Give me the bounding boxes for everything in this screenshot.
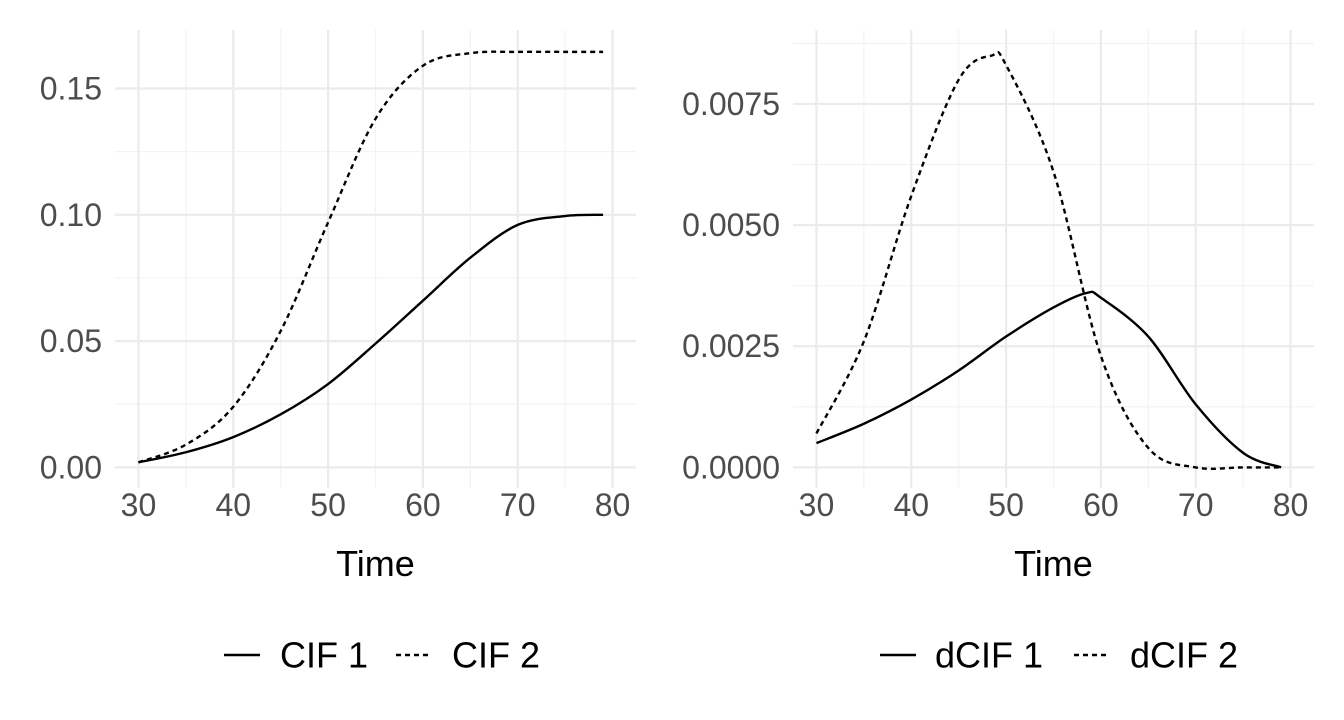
y-tick-label: 0.05 xyxy=(40,323,102,359)
y-tick-label: 0.0075 xyxy=(682,86,780,122)
gridlines xyxy=(115,30,636,488)
y-tick-labels: 0.0000 0.0025 0.0050 0.0075 xyxy=(682,86,780,485)
x-tick-label: 50 xyxy=(310,487,346,523)
x-tick-label: 70 xyxy=(500,487,536,523)
y-tick-labels: 0.00 0.05 0.10 0.15 xyxy=(40,70,102,485)
y-tick-label: 0.10 xyxy=(40,197,102,233)
series-line-dcif-1 xyxy=(815,290,1282,469)
x-tick-labels: 30 40 50 60 70 80 xyxy=(121,487,631,523)
x-tick-label: 40 xyxy=(893,487,929,523)
series-line-dcif-2 xyxy=(815,50,1282,471)
series-line-cif-1 xyxy=(138,213,604,464)
legend-label: dCIF 2 xyxy=(1130,635,1238,676)
legend: CIF 1 CIF 2 xyxy=(224,635,540,676)
legend-label: dCIF 1 xyxy=(935,635,1043,676)
x-tick-label: 60 xyxy=(1083,487,1119,523)
y-tick-label: 0.00 xyxy=(40,449,102,485)
series-line-cif-2 xyxy=(138,50,604,464)
x-tick-label: 60 xyxy=(405,487,441,523)
x-tick-labels: 30 40 50 60 70 80 xyxy=(799,487,1309,523)
legend-label: CIF 1 xyxy=(280,635,368,676)
x-tick-label: 30 xyxy=(121,487,157,523)
gridlines xyxy=(793,30,1314,488)
x-tick-label: 40 xyxy=(215,487,251,523)
x-tick-label: 70 xyxy=(1178,487,1214,523)
y-tick-label: 0.0000 xyxy=(682,449,780,485)
x-tick-label: 80 xyxy=(595,487,631,523)
legend: dCIF 1 dCIF 2 xyxy=(880,635,1238,676)
y-tick-label: 0.15 xyxy=(40,70,102,106)
x-tick-label: 30 xyxy=(799,487,835,523)
y-tick-label: 0.0050 xyxy=(682,207,780,243)
x-tick-label: 80 xyxy=(1273,487,1309,523)
x-axis-title: Time xyxy=(336,543,415,584)
y-tick-label: 0.0025 xyxy=(682,328,780,364)
x-axis-title: Time xyxy=(1014,543,1093,584)
x-tick-label: 50 xyxy=(988,487,1024,523)
legend-label: CIF 2 xyxy=(452,635,540,676)
chart-panel-2: 30 40 50 60 70 80 0.0000 0.0025 0.0050 0.0075 Time… xyxy=(682,30,1314,676)
